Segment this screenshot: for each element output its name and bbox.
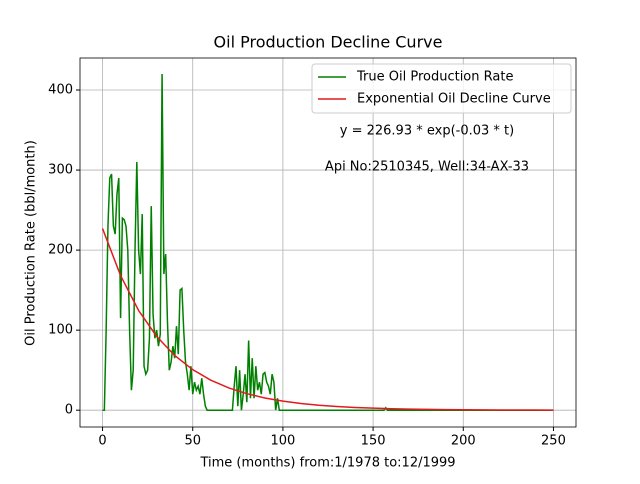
y-tick-label: 400 [48, 83, 73, 98]
data-line [102, 74, 554, 411]
x-tick-label: 250 [541, 434, 566, 449]
x-tick-label: 50 [184, 434, 201, 449]
legend-box [311, 63, 572, 114]
x-tick-label: 0 [98, 434, 106, 449]
y-tick-label: 300 [48, 163, 73, 178]
annotation: y = 226.93 * exp(-0.03 * t) [340, 124, 514, 139]
y-axis-label: Oil Production Rate (bbl/month) [24, 140, 39, 346]
x-tick-label: 200 [451, 434, 476, 449]
x-axis-label: Time (months) from:1/1978 to:12/1999 [199, 456, 455, 471]
chart-title: Oil Production Decline Curve [214, 33, 443, 52]
annotation: Api No:2510345, Well:34-AX-33 [325, 160, 529, 175]
y-tick-label: 0 [65, 403, 73, 418]
x-tick-label: 100 [270, 434, 295, 449]
x-tick-label: 150 [361, 434, 386, 449]
legend-label: Exponential Oil Decline Curve [357, 92, 551, 107]
y-tick-label: 200 [48, 243, 73, 258]
data-line [101, 228, 554, 411]
legend-label: True Oil Production Rate [356, 70, 513, 85]
plot-frame [79, 57, 577, 428]
y-tick-label: 100 [48, 323, 73, 338]
